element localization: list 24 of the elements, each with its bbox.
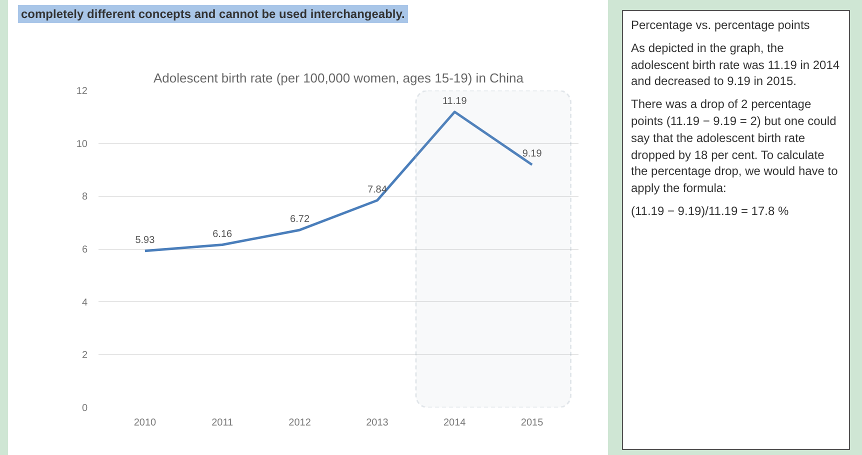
- y-tick-label: 6: [82, 244, 88, 256]
- y-tick-label: 4: [82, 297, 88, 308]
- x-tick-label: 2013: [366, 418, 389, 428]
- x-tick-label: 2012: [288, 418, 312, 428]
- data-label: 6.16: [212, 228, 233, 240]
- x-tick-label: 2015: [520, 418, 544, 428]
- x-tick-label: 2010: [134, 418, 157, 428]
- x-tick-label: 2011: [212, 418, 234, 428]
- data-label: 5.93: [135, 234, 156, 246]
- x-tick-label: 2014: [444, 418, 466, 428]
- chart-title: Adolescent birth rate (per 100,000 women, ages 15-19) in China: [154, 70, 524, 86]
- text: There was a drop of 2 percentage points (11.19 − 9.19 = 2) but one could say that the adolescent birth rate dropped by 18 per cent. To calculate the percentage drop, we would have to apply the formula:: [631, 96, 839, 197]
- text: As depicted in the graph, the adolescent birth rate was 11.19 in 2014 and decreased to 9.19 in 2015.: [631, 40, 841, 90]
- y-tick-label: 8: [82, 192, 88, 203]
- data-label: 11.19: [442, 96, 468, 107]
- text: (11.19 − 9.19)/11.19 = 17.8 %: [631, 202, 790, 220]
- text: completely different concepts and cannot be used interchangeably.: [18, 5, 408, 23]
- y-tick-label: 12: [76, 86, 88, 97]
- y-tick-label: 0: [82, 403, 88, 414]
- text: Percentage vs. percentage points: [631, 17, 811, 34]
- y-tick-label: 2: [82, 350, 88, 362]
- y-tick-label: 10: [76, 138, 88, 150]
- data-label: 6.72: [290, 214, 310, 225]
- data-label: 9.19: [522, 148, 542, 160]
